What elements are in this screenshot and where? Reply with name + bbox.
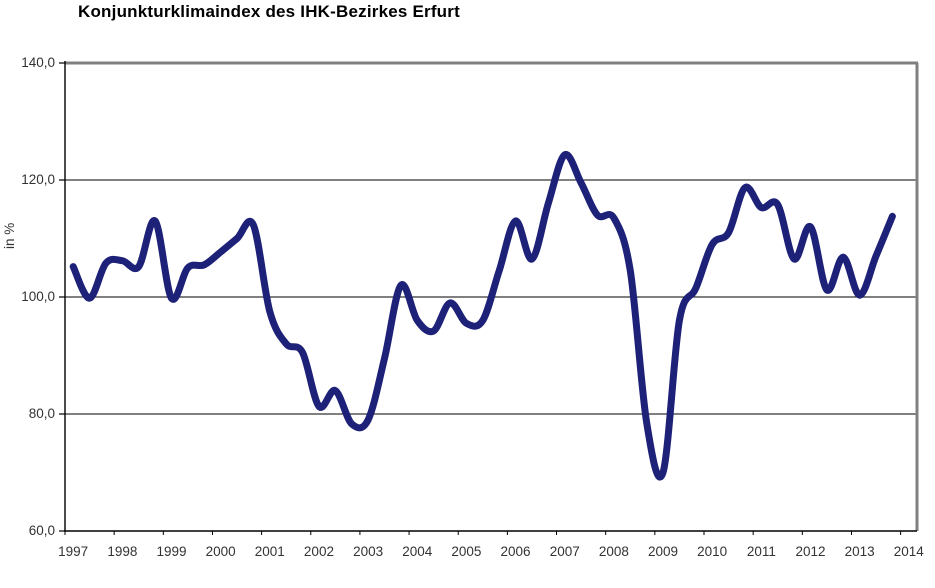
x-tick-label: 2002 — [303, 544, 334, 559]
x-tick-label: 2003 — [353, 544, 384, 559]
y-tick-label: 60,0 — [28, 523, 55, 538]
x-tick-label: 2006 — [500, 544, 531, 559]
chart-line-konjunkturklimaindex — [69, 151, 896, 481]
x-tick-label: 1999 — [156, 544, 187, 559]
x-tick-label: 2001 — [254, 544, 285, 559]
chart-title: Konjunkturklimaindex des IHK-Bezirkes Er… — [78, 2, 460, 21]
x-tick-label: 1998 — [107, 544, 138, 559]
x-tick-label: 2005 — [451, 544, 482, 559]
x-tick-label: 2012 — [795, 544, 826, 559]
x-tick-label: 2010 — [697, 544, 728, 559]
x-tick-label: 2000 — [205, 544, 236, 559]
x-tick-label: 2008 — [598, 544, 629, 559]
x-tick-label: 2004 — [402, 544, 433, 559]
y-tick-label: 140,0 — [21, 55, 55, 70]
x-tick-label: 2013 — [844, 544, 875, 559]
x-tick-label: 2009 — [648, 544, 679, 559]
x-tick-label: 2011 — [746, 544, 776, 559]
y-tick-label: 120,0 — [21, 172, 55, 187]
x-tick-label: 2007 — [549, 544, 580, 559]
x-tick-label: 1997 — [58, 544, 89, 559]
y-tick-label: 80,0 — [28, 406, 55, 421]
y-tick-label: 100,0 — [21, 289, 55, 304]
x-tick-label: 2014 — [893, 544, 924, 559]
